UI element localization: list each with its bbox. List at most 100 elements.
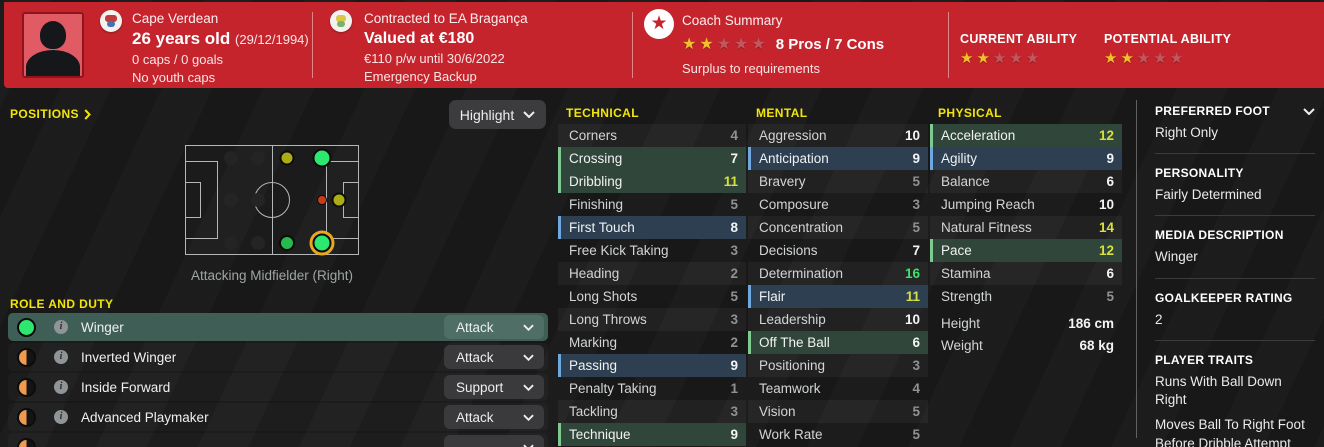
role-row[interactable]: i Inside Forward Support bbox=[8, 373, 548, 401]
age: 26 years old bbox=[132, 29, 231, 48]
attribute-row: Flair 11 bbox=[748, 285, 928, 308]
potential-ability-block: POTENTIAL ABILITY ★ ★ ★ ★ ★ bbox=[1104, 32, 1231, 67]
sidebar-section-value: 2 bbox=[1155, 311, 1163, 327]
contract-club: Contracted to EA Bragança bbox=[364, 11, 528, 26]
attribute-row: Finishing 5 bbox=[558, 193, 746, 216]
attribute-value: 2 bbox=[730, 266, 738, 281]
position-marker-accomplished[interactable] bbox=[279, 235, 296, 252]
role-name: Inside Forward bbox=[81, 379, 171, 395]
role-row[interactable]: i Advanced Playmaker Attack bbox=[8, 403, 548, 431]
duty-dropdown[interactable]: Support bbox=[444, 375, 544, 399]
sidebar-section-value: Right Only bbox=[1155, 125, 1219, 140]
technical-title: TECHNICAL bbox=[566, 106, 639, 120]
star-icon: ★ bbox=[976, 50, 990, 67]
attribute-row: Penalty Taking 1 bbox=[558, 377, 746, 400]
sidebar-section-title: PREFERRED FOOT bbox=[1155, 104, 1270, 118]
attribute-row: Passing 9 bbox=[558, 354, 746, 377]
positions-header[interactable]: POSITIONS bbox=[10, 107, 91, 121]
club-badge-icon bbox=[330, 10, 352, 32]
attribute-row: Bravery 5 bbox=[748, 170, 928, 193]
highlight-dropdown[interactable]: Highlight bbox=[449, 100, 546, 129]
attribute-value: 8 bbox=[730, 220, 738, 235]
attribute-row: Crossing 7 bbox=[558, 147, 746, 170]
star-icon: ★ bbox=[751, 35, 766, 53]
sidebar-section-value: Fairly Determined bbox=[1155, 187, 1262, 203]
attribute-name: Penalty Taking bbox=[569, 381, 657, 396]
position-marker-untrained bbox=[223, 193, 238, 207]
role-row[interactable]: i Inverted Winger Attack bbox=[8, 343, 548, 371]
attribute-value: 68 kg bbox=[1079, 337, 1114, 353]
role-name: Winger bbox=[81, 319, 124, 335]
duty-dropdown[interactable] bbox=[444, 435, 544, 447]
attribute-name: Balance bbox=[941, 174, 990, 189]
attribute-value: 4 bbox=[730, 128, 738, 143]
role-row[interactable] bbox=[8, 433, 548, 447]
star-icon: ★ bbox=[1120, 50, 1134, 67]
attribute-row: Acceleration 12 bbox=[930, 124, 1122, 147]
player-photo bbox=[22, 12, 84, 78]
info-icon[interactable]: i bbox=[54, 350, 68, 364]
attribute-name: Work Rate bbox=[759, 427, 823, 442]
attribute-value: 5 bbox=[912, 427, 920, 442]
sidebar-section: PERSONALITY Fairly Determined bbox=[1155, 166, 1315, 204]
attribute-row: Composure 3 bbox=[748, 193, 928, 216]
info-icon[interactable]: i bbox=[54, 380, 68, 394]
sidebar-section-value: Winger bbox=[1155, 249, 1198, 265]
position-marker-competent[interactable] bbox=[279, 150, 295, 166]
duty-dropdown[interactable]: Attack bbox=[444, 315, 544, 339]
attribute-name: Pace bbox=[941, 243, 972, 258]
sidebar-section: PREFERRED FOOT Right Only bbox=[1155, 104, 1315, 142]
position-marker-untrained bbox=[223, 150, 238, 165]
info-icon[interactable]: i bbox=[54, 410, 68, 424]
role-duty-list: i Winger Attack i Inverted Winger Attack i Insi… bbox=[8, 313, 548, 447]
duty-label: Attack bbox=[456, 349, 494, 365]
position-marker-natural[interactable] bbox=[312, 233, 332, 253]
attribute-value: 3 bbox=[730, 404, 738, 419]
duty-dropdown[interactable]: Attack bbox=[444, 405, 544, 429]
position-marker-natural[interactable] bbox=[312, 148, 332, 168]
attribute-row: Natural Fitness 14 bbox=[930, 216, 1122, 239]
highlight-label: Highlight bbox=[459, 106, 515, 123]
physical-title: PHYSICAL bbox=[938, 106, 1002, 120]
attribute-value: 3 bbox=[912, 358, 920, 373]
attribute-value: 186 cm bbox=[1068, 315, 1114, 331]
attribute-name: Acceleration bbox=[941, 128, 1016, 143]
attribute-row: Long Throws 3 bbox=[558, 308, 746, 331]
sidebar-section: MEDIA DESCRIPTION Winger bbox=[1155, 228, 1315, 266]
attribute-value: 5 bbox=[912, 404, 920, 419]
attribute-row: Height 186 cm bbox=[930, 312, 1122, 334]
attribute-name: Agility bbox=[941, 151, 978, 166]
attribute-value: 5 bbox=[730, 289, 738, 304]
position-marker-competent[interactable] bbox=[331, 192, 347, 208]
attribute-row: Dribbling 11 bbox=[558, 170, 746, 193]
attribute-name: Corners bbox=[569, 128, 618, 143]
role-duty-title: ROLE AND DUTY bbox=[10, 297, 114, 311]
attribute-row: Weight 68 kg bbox=[930, 334, 1122, 356]
duty-dropdown[interactable]: Attack bbox=[444, 345, 544, 369]
role-row[interactable]: i Winger Attack bbox=[8, 313, 548, 341]
attribute-name: Concentration bbox=[759, 220, 844, 235]
attribute-value: 1 bbox=[730, 381, 738, 396]
attribute-name: Off The Ball bbox=[759, 335, 830, 350]
technical-column: TECHNICAL Corners 4 Crossing 7 Dribbling 11 Fi… bbox=[558, 100, 746, 447]
attribute-value: 12 bbox=[1098, 128, 1114, 143]
nationality: Cape Verdean bbox=[132, 11, 219, 26]
attribute-row: Jumping Reach 10 bbox=[930, 193, 1122, 216]
star-icon: ★ bbox=[1009, 50, 1023, 67]
role-rating-icon bbox=[17, 407, 36, 427]
position-marker-awkward[interactable] bbox=[316, 195, 327, 205]
attribute-row: First Touch 8 bbox=[558, 216, 746, 239]
attribute-name: Free Kick Taking bbox=[569, 243, 669, 258]
info-icon[interactable]: i bbox=[54, 320, 68, 334]
sidebar-section-title: PERSONALITY bbox=[1155, 166, 1244, 181]
attribute-name: Stamina bbox=[941, 266, 991, 281]
attribute-name: Bravery bbox=[759, 174, 806, 189]
wage: €110 p/w until 30/6/2022 bbox=[364, 51, 505, 66]
chevron-down-icon bbox=[523, 354, 534, 361]
coach-star-icon: ★ bbox=[644, 9, 674, 39]
birth-date: (29/12/1994) bbox=[235, 32, 309, 47]
attribute-name: First Touch bbox=[569, 220, 635, 235]
attribute-value: 2 bbox=[730, 335, 738, 350]
attribute-name: Aggression bbox=[759, 128, 827, 143]
chevron-down-icon[interactable] bbox=[1303, 107, 1315, 115]
